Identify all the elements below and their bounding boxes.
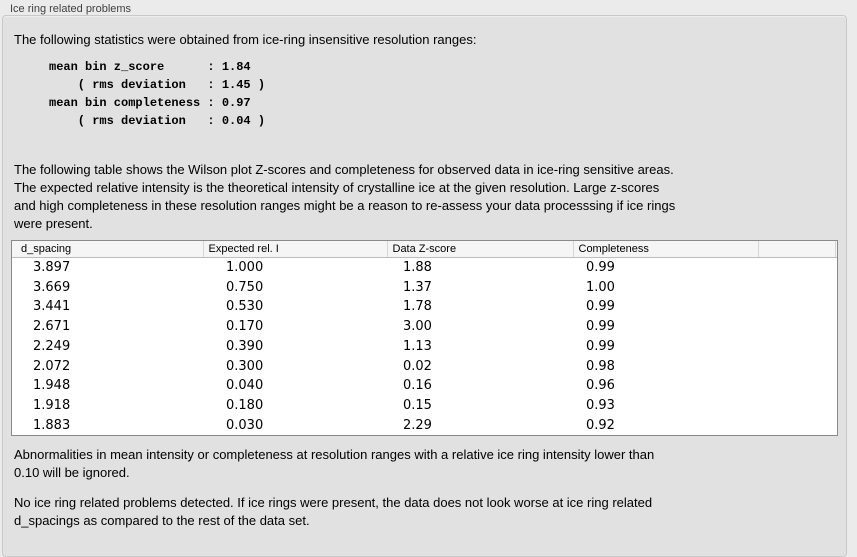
table-row[interactable]: 1.883 0.030 2.29 0.92 (12, 416, 837, 436)
table-cell (758, 297, 835, 317)
table-body: 3.897 1.000 1.88 0.99 3.669 0.750 1.37 1.00 3.44… (12, 258, 837, 436)
table-cell: 2.249 (33, 338, 71, 354)
table-cell: 0.99 (586, 319, 615, 335)
table-cell: 3.669 (33, 279, 71, 295)
table-cell: 3.00 (403, 319, 432, 335)
section-title: Ice ring related problems (10, 3, 132, 15)
table-cell (835, 376, 837, 396)
conclusion-text: No ice ring related problems detected. I… (14, 495, 653, 529)
table-cell (835, 396, 837, 416)
table-cell: 0.180 (226, 397, 264, 413)
column-header[interactable]: Expected rel. I (202, 241, 387, 258)
table-cell: 0.040 (226, 378, 264, 394)
table-cell: 0.170 (226, 319, 264, 335)
table-cell: 1.918 (33, 397, 71, 413)
table-row[interactable]: 3.897 1.000 1.88 0.99 (12, 258, 837, 278)
column-header-empty (834, 241, 837, 258)
column-header-empty (757, 241, 835, 258)
table-row[interactable]: 2.249 0.390 1.13 0.99 (12, 337, 837, 357)
table-row[interactable]: 3.441 0.530 1.78 0.99 (12, 297, 837, 317)
ice-ring-report-page: { "title": "Ice ring related problems", … (2, 3, 847, 557)
table-cell: 0.15 (403, 397, 432, 413)
column-header[interactable]: Data Z-score (386, 241, 573, 258)
table-cell: 0.02 (403, 358, 432, 374)
table-cell (835, 297, 837, 317)
table-cell: 0.750 (226, 279, 264, 295)
table-row[interactable]: 3.669 0.750 1.37 1.00 (12, 278, 837, 298)
table-cell (835, 357, 837, 377)
table-row[interactable]: 2.671 0.170 3.00 0.99 (12, 317, 837, 337)
table-cell: 0.93 (586, 397, 615, 413)
table-header-row: d_spacing Expected rel. I Data Z-score Comp… (12, 241, 837, 258)
table-intro-text: The following table shows the Wilson plo… (14, 162, 676, 231)
table-cell (758, 337, 835, 357)
table-cell (758, 317, 835, 337)
table-cell (758, 416, 835, 436)
column-header[interactable]: d_spacing (12, 241, 203, 258)
table-cell: 0.99 (586, 299, 615, 315)
table-cell: 0.16 (403, 378, 432, 394)
table-cell (758, 258, 835, 278)
table-cell (758, 278, 835, 298)
table-row[interactable]: 2.072 0.300 0.02 0.98 (12, 357, 837, 377)
table-cell: 0.030 (226, 417, 264, 433)
table-cell: 2.072 (33, 358, 71, 374)
ice-ring-table[interactable]: d_spacing Expected rel. I Data Z-score Comp… (11, 240, 838, 437)
table-row[interactable]: 1.948 0.040 0.16 0.96 (12, 376, 837, 396)
table-cell: 2.671 (33, 319, 71, 335)
table-cell (835, 278, 837, 298)
table-cell (758, 357, 835, 377)
table-cell: 1.78 (403, 299, 432, 315)
table-cell: 1.13 (403, 338, 432, 354)
table-cell: 1.883 (33, 417, 71, 433)
table-row[interactable]: 1.918 0.180 0.15 0.93 (12, 396, 837, 416)
table-cell: 1.37 (403, 279, 432, 295)
ignore-note-text: Abnormalities in mean intensity or compl… (14, 447, 655, 481)
table-cell (758, 396, 835, 416)
table-cell: 0.99 (586, 260, 615, 275)
ice-ring-panel: The following statistics were obtained f… (2, 15, 847, 557)
table-cell: 0.300 (226, 358, 264, 374)
table-cell: 3.441 (33, 299, 71, 315)
stats-block: mean bin z_score : 1.84 ( rms deviation … (49, 60, 266, 128)
table-cell: 3.897 (33, 260, 71, 275)
table-cell (835, 337, 837, 357)
ice-ring-table-element[interactable]: d_spacing Expected rel. I Data Z-score Comp… (12, 241, 837, 435)
table-cell: 0.92 (586, 417, 615, 433)
column-header[interactable]: Completeness (572, 241, 758, 258)
table-cell: 2.29 (403, 417, 432, 433)
table-cell: 1.948 (33, 378, 71, 394)
stats-intro-text: The following statistics were obtained f… (14, 32, 477, 47)
table-cell: 1.000 (226, 260, 264, 275)
table-cell (758, 376, 835, 396)
table-cell: 0.99 (586, 338, 615, 354)
table-cell: 0.98 (586, 358, 615, 374)
table-cell: 0.530 (226, 299, 264, 315)
table-cell (835, 416, 837, 436)
table-cell (835, 317, 837, 337)
table-cell: 0.390 (226, 338, 264, 354)
table-cell: 1.88 (403, 260, 432, 275)
table-cell: 0.96 (586, 378, 615, 394)
table-cell (835, 258, 837, 278)
table-cell: 1.00 (586, 279, 615, 295)
